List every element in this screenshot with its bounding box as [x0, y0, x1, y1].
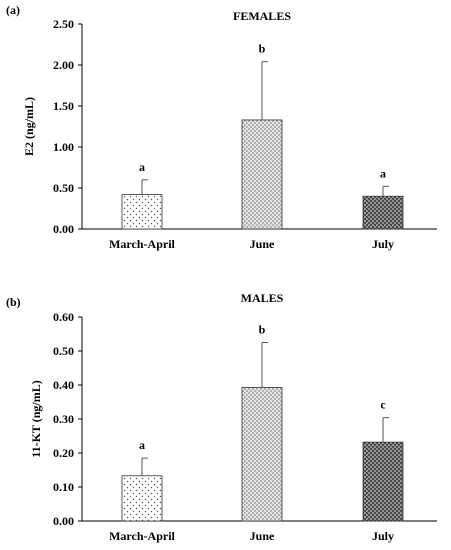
- females-y-axis-label: E2 (ng/mL): [22, 97, 36, 156]
- males-category-label-1: June: [250, 529, 275, 543]
- males-bar-1: [241, 386, 283, 522]
- males-y-tick-label: 0.40: [53, 378, 74, 392]
- males-y-axis-label: 11-KT (ng/mL): [29, 380, 43, 457]
- females-category-label-0: March-April: [109, 237, 175, 251]
- females-significance-letter-1: b: [259, 42, 266, 56]
- females-category-label-1: June: [250, 237, 275, 251]
- males-significance-letter-1: b: [259, 323, 266, 337]
- females-y-tick-label: 0.50: [53, 181, 74, 195]
- females-panel: (a) FEMALES 0.00 0.50 1.00 1.50 2.00 2.50 E2 (ng…: [6, 3, 437, 251]
- females-bar-0: [121, 194, 163, 230]
- males-bar-0: [121, 475, 163, 522]
- females-category-label-2: July: [372, 237, 394, 251]
- males-panel: (b) MALES 0.00 0.10 0.20 0.30 0.40 0.50 0.60 11-K…: [6, 291, 437, 543]
- females-y-tick-label: 1.00: [53, 140, 74, 154]
- females-significance-letter-0: a: [139, 160, 145, 174]
- males-y-tick-label: 0.20: [53, 446, 74, 460]
- females-bar-2: [362, 195, 404, 230]
- females-chart-title: FEMALES: [233, 9, 291, 23]
- females-y-tick-label: 2.00: [53, 58, 74, 72]
- males-y-tick-label: 0.30: [53, 412, 74, 426]
- males-significance-letter-0: a: [139, 438, 145, 452]
- females-y-tick-label: 2.50: [53, 17, 74, 31]
- females-significance-letter-2: a: [380, 166, 386, 180]
- males-chart-title: MALES: [241, 291, 284, 305]
- males-significance-letter-2: c: [380, 398, 386, 412]
- males-y-tick-label: 0.60: [53, 310, 74, 324]
- females-panel-label: (a): [6, 3, 20, 17]
- males-category-label-0: March-April: [109, 529, 175, 543]
- males-bar-2: [362, 441, 404, 522]
- females-y-tick-label: 0.00: [53, 222, 74, 236]
- males-category-label-2: July: [372, 529, 394, 543]
- males-y-tick-label: 0.10: [53, 480, 74, 494]
- males-y-tick-label: 0.50: [53, 344, 74, 358]
- females-bar-1: [241, 119, 283, 230]
- males-y-tick-label: 0.00: [53, 514, 74, 528]
- males-panel-label: (b): [6, 295, 21, 309]
- females-y-tick-label: 1.50: [53, 99, 74, 113]
